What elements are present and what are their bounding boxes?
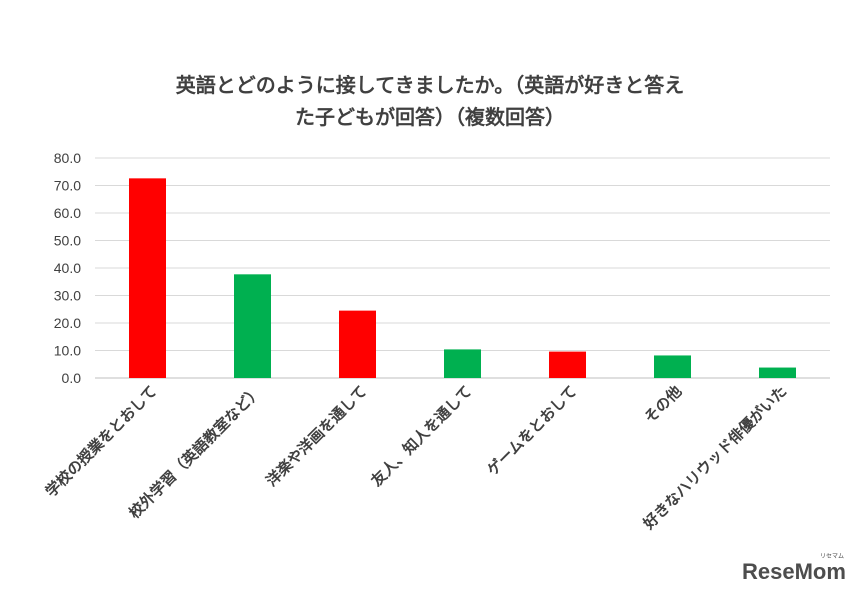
resemom-logo: ReseMom リセマム [742,553,846,584]
gridlines [95,157,830,379]
y-tick-label: 20.0 [54,315,81,331]
x-category-label: ゲームをとおして [483,382,580,479]
bars [129,178,796,378]
y-tick-label: 60.0 [54,205,81,221]
y-axis-ticks: 0.0 10.0 20.0 30.0 40.0 50.0 60.0 70.0 80.0 [54,150,81,386]
x-category-label: 友人、知人を通して [367,382,475,490]
x-axis-categories: 学校の授業をとおして校外学習（英語教室など）洋楽や洋画を通して友人、知人を通して… [42,382,790,533]
bar [654,355,691,378]
x-category-label: 学校の授業をとおして [42,382,160,500]
y-tick-label: 40.0 [54,260,81,276]
y-tick-label: 10.0 [54,343,81,359]
bar [549,351,586,378]
y-tick-label: 50.0 [54,233,81,249]
logo-text: ReseMom [742,559,846,584]
bar [444,349,481,378]
bar [759,367,796,378]
chart-title-line-1: 英語とどのように接してきましたか。（英語が好きと答え [176,73,684,97]
bar [339,310,376,378]
y-tick-label: 80.0 [54,150,81,166]
y-tick-label: 0.0 [62,370,82,386]
bar [129,178,166,378]
chart-title-line-2: た子どもが回答）（複数回答） [295,105,565,129]
y-tick-label: 70.0 [54,178,81,194]
y-tick-label: 30.0 [54,288,81,304]
x-category-label: その他 [641,382,686,427]
bar [234,274,271,378]
logo-subtext: リセマム [820,553,844,560]
x-category-label: 洋楽や洋画を通して [262,382,370,490]
